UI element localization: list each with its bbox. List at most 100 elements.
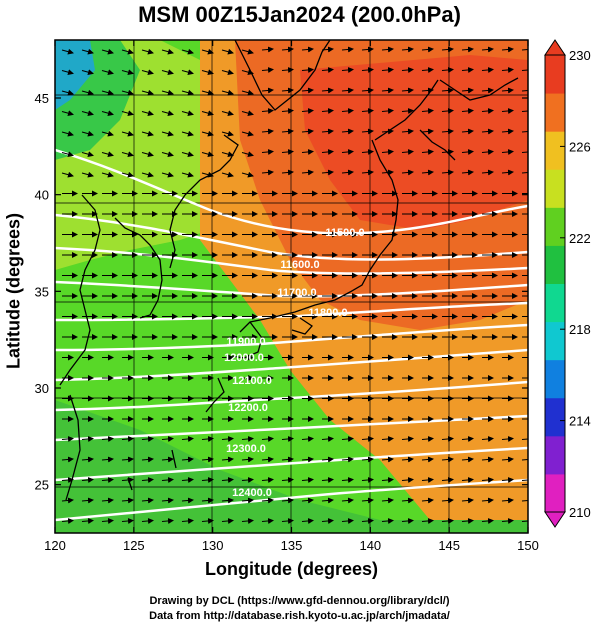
wind-arrow	[481, 128, 494, 135]
wind-arrow	[361, 128, 374, 135]
wind-arrow	[221, 130, 234, 137]
contour-label: 11700.0	[277, 287, 316, 299]
wind-arrow	[401, 128, 414, 135]
colorbar-tick-label: 230	[569, 48, 591, 63]
wind-arrow	[261, 456, 274, 463]
wind-arrow	[261, 128, 274, 135]
wind-arrow	[201, 497, 214, 504]
wind-arrow	[101, 171, 114, 178]
wind-arrow	[501, 66, 514, 73]
wind-arrow	[461, 517, 474, 524]
wind-arrow	[281, 456, 294, 463]
wind-arrow	[341, 517, 354, 524]
wind-arrow	[201, 151, 214, 158]
x-tick-label: 130	[202, 538, 224, 553]
wind-arrow	[321, 128, 334, 135]
wind-arrow	[261, 476, 274, 483]
colorbar-bin	[545, 93, 565, 132]
wind-arrow	[461, 476, 474, 483]
wind-arrow	[221, 110, 234, 117]
wind-arrow	[241, 517, 254, 524]
wind-arrow	[361, 107, 374, 114]
contour-label: 11500.0	[325, 227, 364, 239]
wind-arrow	[501, 497, 514, 504]
colorbar-bin	[545, 397, 565, 437]
wind-arrow	[501, 517, 514, 524]
wind-arrow	[481, 169, 494, 176]
wind-arrow	[81, 110, 94, 117]
wind-arrow	[341, 87, 354, 94]
wind-arrow	[261, 87, 274, 94]
wind-arrow	[501, 107, 514, 114]
wind-arrow	[181, 517, 194, 524]
wind-arrow	[221, 171, 234, 178]
wind-arrow	[101, 48, 114, 55]
wind-arrow	[101, 476, 114, 483]
wind-arrow	[401, 107, 414, 114]
credit-drawing: Drawing by DCL (https://www.gfd-dennou.o…	[149, 595, 450, 607]
wind-arrow	[481, 148, 494, 155]
wind-arrow	[321, 107, 334, 114]
wind-arrow	[481, 87, 494, 94]
wind-arrow	[181, 456, 194, 463]
wind-arrow	[501, 456, 514, 463]
wind-arrow	[241, 69, 254, 76]
wind-arrow	[381, 107, 394, 114]
x-tick-label: 150	[517, 538, 539, 553]
colorbar: 230 226 222 218 214 210	[544, 39, 591, 528]
y-axis-label: Latitude (degrees)	[3, 212, 24, 370]
wind-arrow	[461, 107, 474, 114]
wind-arrow	[361, 517, 374, 524]
wind-arrow	[181, 130, 194, 137]
wind-arrow	[81, 435, 94, 442]
credit-data-source: Data from http://database.rish.kyoto-u.a…	[149, 610, 450, 622]
wind-arrow	[421, 107, 434, 114]
colorbar-tick-label: 226	[569, 139, 591, 154]
colorbar-tick-label: 214	[569, 414, 591, 429]
wind-arrow	[441, 476, 454, 483]
contour-label: 12200.0	[228, 402, 268, 414]
colorbar-bin	[545, 321, 565, 361]
wind-arrow	[81, 517, 94, 524]
wind-arrow	[261, 435, 274, 442]
wind-arrow	[441, 87, 454, 94]
wind-arrow	[81, 130, 94, 137]
wind-arrow	[61, 69, 74, 76]
wind-arrow	[321, 169, 334, 176]
wind-arrow	[481, 476, 494, 483]
wind-arrow	[221, 89, 234, 96]
wind-vectors	[61, 46, 528, 524]
wind-arrow	[401, 456, 414, 463]
wind-arrow	[281, 517, 294, 524]
wind-arrow	[181, 69, 194, 76]
wind-arrow	[101, 130, 114, 137]
colorbar-bin	[545, 169, 565, 208]
wind-arrow	[401, 497, 414, 504]
wind-arrow	[321, 46, 334, 53]
wind-arrow	[461, 128, 474, 135]
wind-arrow	[201, 110, 214, 117]
wind-arrow	[321, 476, 334, 483]
wind-arrow	[401, 46, 414, 53]
wind-arrow	[61, 476, 74, 483]
wind-arrow	[161, 48, 174, 55]
wind-arrow	[361, 87, 374, 94]
wind-arrow	[281, 46, 294, 53]
wind-arrow	[421, 497, 434, 504]
wind-arrow	[61, 456, 74, 463]
wind-arrow	[141, 130, 154, 137]
wind-arrow	[281, 435, 294, 442]
wind-arrow	[241, 89, 254, 96]
wind-arrow	[301, 456, 314, 463]
wind-arrow	[421, 456, 434, 463]
wind-arrow	[201, 69, 214, 76]
wind-arrow	[101, 456, 114, 463]
wind-arrow	[421, 87, 434, 94]
wind-arrow	[261, 66, 274, 73]
wind-arrow	[181, 171, 194, 178]
wind-arrow	[161, 517, 174, 524]
wind-arrow	[421, 46, 434, 53]
wind-arrow	[301, 169, 314, 176]
grid	[55, 40, 528, 533]
wind-arrow	[101, 89, 114, 96]
